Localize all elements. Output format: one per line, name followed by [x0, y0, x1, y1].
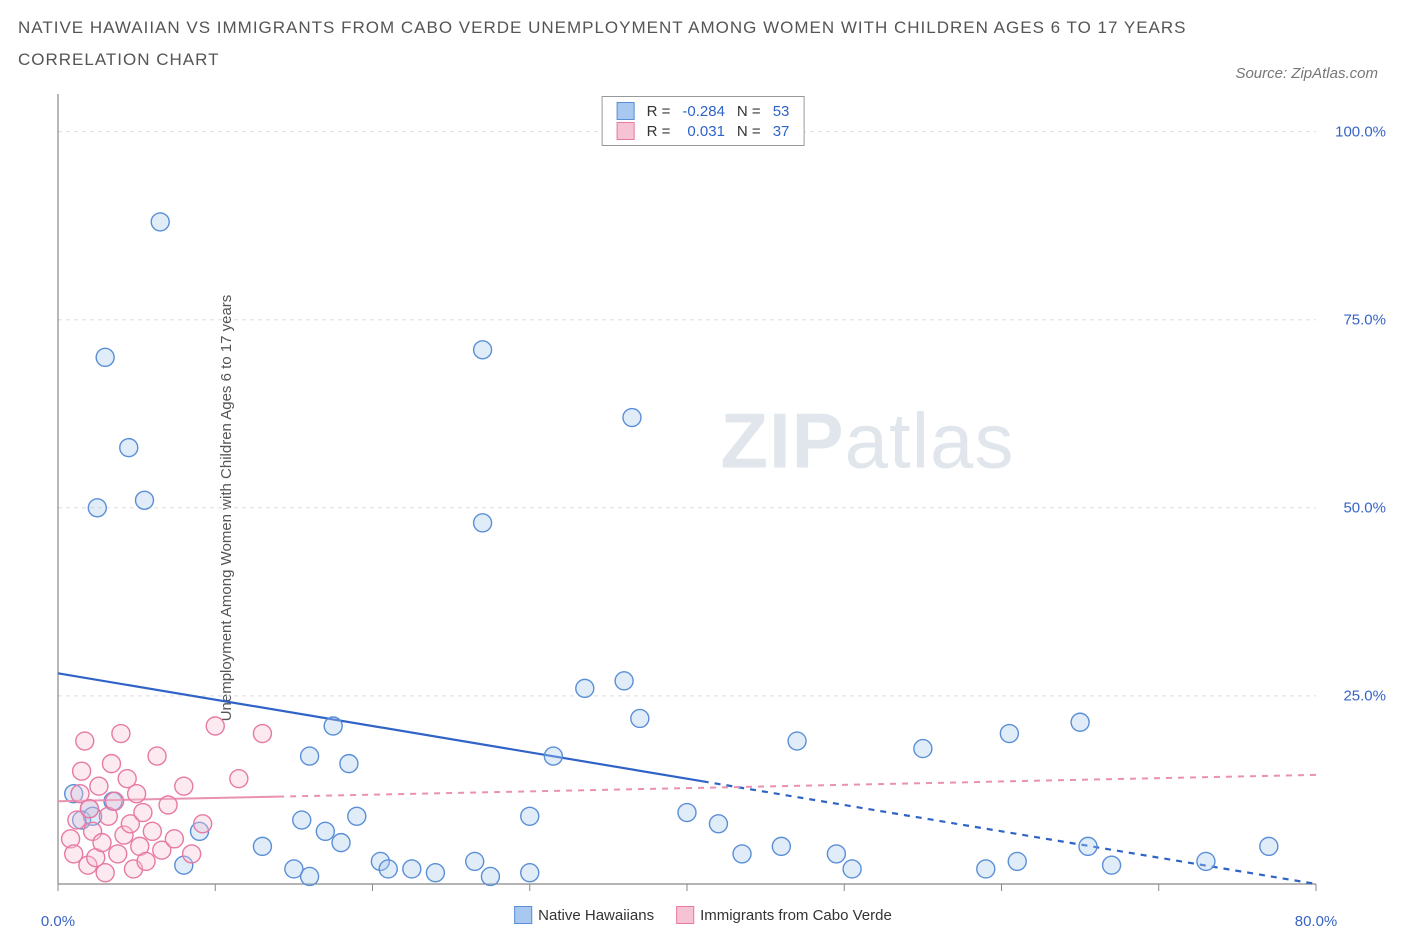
legend-r-value-1: 0.031: [676, 121, 731, 141]
legend-label-1: Immigrants from Cabo Verde: [700, 907, 892, 924]
legend-series: Native Hawaiians Immigrants from Cabo Ve…: [514, 906, 892, 924]
legend-n-value-0: 53: [767, 101, 796, 121]
chart-svg: [18, 88, 1388, 928]
legend-r-label-0: R =: [641, 101, 677, 121]
title-line-2: CORRELATION CHART: [18, 50, 1235, 70]
legend-row-series-1: R = 0.031 N = 37: [611, 121, 796, 141]
legend-r-value-0: -0.284: [676, 101, 731, 121]
legend-n-label-1: N =: [731, 121, 767, 141]
legend-swatch-0: [617, 102, 635, 120]
legend-swatch-bottom-1: [676, 906, 694, 924]
legend-swatch-1: [617, 122, 635, 140]
x-tick-label: 80.0%: [1295, 913, 1338, 930]
y-tick-label: 100.0%: [1335, 123, 1386, 140]
correlation-chart: Unemployment Among Women with Children A…: [18, 88, 1388, 928]
y-tick-label: 50.0%: [1343, 499, 1386, 516]
x-tick-label: 0.0%: [41, 913, 75, 930]
legend-swatch-bottom-0: [514, 906, 532, 924]
legend-n-label-0: N =: [731, 101, 767, 121]
legend-n-value-1: 37: [767, 121, 796, 141]
chart-header: NATIVE HAWAIIAN VS IMMIGRANTS FROM CABO …: [18, 18, 1388, 82]
title-block: NATIVE HAWAIIAN VS IMMIGRANTS FROM CABO …: [18, 18, 1235, 82]
title-line-1: NATIVE HAWAIIAN VS IMMIGRANTS FROM CABO …: [18, 18, 1235, 38]
legend-item-1: Immigrants from Cabo Verde: [676, 906, 892, 924]
legend-item-0: Native Hawaiians: [514, 906, 654, 924]
y-tick-label: 25.0%: [1343, 687, 1386, 704]
legend-correlation: R = -0.284 N = 53 R = 0.031 N = 37: [602, 96, 805, 146]
y-tick-label: 75.0%: [1343, 311, 1386, 328]
legend-r-label-1: R =: [641, 121, 677, 141]
legend-label-0: Native Hawaiians: [538, 907, 654, 924]
source-label: Source: ZipAtlas.com: [1235, 65, 1378, 82]
legend-row-series-0: R = -0.284 N = 53: [611, 101, 796, 121]
